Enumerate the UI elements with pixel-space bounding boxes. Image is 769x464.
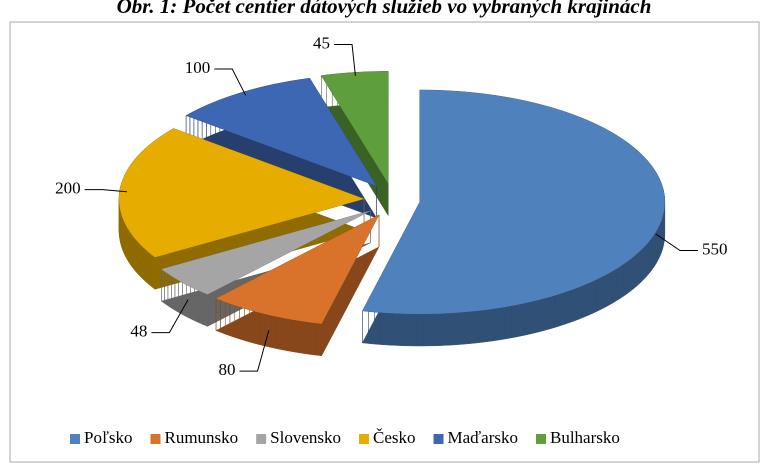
legend-swatch <box>536 434 546 444</box>
legend-swatch <box>433 434 444 444</box>
legend-label: Poľsko <box>84 428 132 447</box>
data-label: 550 <box>702 239 728 258</box>
leader-line <box>334 43 356 76</box>
data-label: 48 <box>130 322 147 341</box>
leader-line <box>84 189 127 193</box>
data-label: 200 <box>55 179 81 198</box>
slice <box>161 210 371 295</box>
leader-line <box>214 68 247 96</box>
legend-label: Bulharsko <box>550 428 620 447</box>
legend-label: Česko <box>373 428 416 447</box>
legend-swatch <box>70 434 80 444</box>
leader-line <box>655 233 698 252</box>
slice <box>186 78 377 186</box>
legend-label: Rumunsko <box>164 428 238 447</box>
legend-swatch <box>150 434 161 444</box>
slice <box>119 128 365 258</box>
data-label: 45 <box>313 33 330 52</box>
legend-swatch <box>359 434 370 444</box>
leader-line <box>151 299 189 334</box>
slice <box>321 71 389 184</box>
data-label: 80 <box>219 360 236 379</box>
chart-title: Obr. 1: Počet centier dátových služieb v… <box>117 0 652 18</box>
slice <box>362 89 665 314</box>
slice <box>216 214 380 324</box>
legend-label: Slovensko <box>270 428 341 447</box>
slice-side <box>161 210 371 327</box>
data-label: 100 <box>185 58 211 77</box>
leader-line <box>239 330 270 372</box>
legend-swatch <box>256 434 267 444</box>
legend-label: Maďarsko <box>448 428 518 447</box>
